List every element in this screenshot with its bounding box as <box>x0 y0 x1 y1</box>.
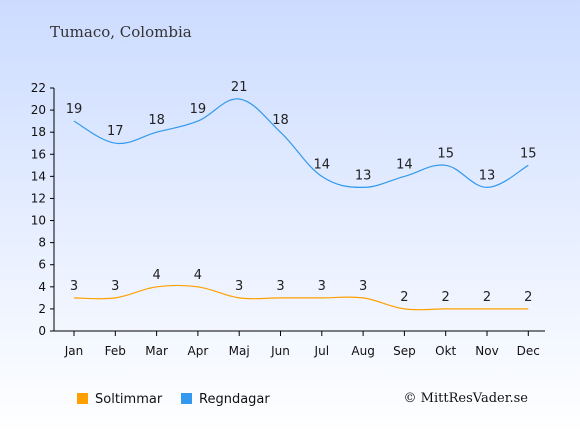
data-label: 17 <box>107 124 124 139</box>
legend-label-regndagar: Regndagar <box>199 392 270 407</box>
legend-swatch-regndagar <box>181 393 192 404</box>
x-tick-label: Apr <box>188 344 209 358</box>
data-label: 3 <box>276 279 284 294</box>
data-label: 2 <box>400 290 408 305</box>
data-label: 2 <box>483 290 491 305</box>
data-label: 15 <box>520 146 537 161</box>
data-labels: 3 3 4 4 3 3 3 3 2 2 2 2 19 17 18 19 21 18 14 13 14 15 13 15 <box>66 80 537 305</box>
data-label: 3 <box>111 279 119 294</box>
legend-swatch-soltimmar <box>77 393 88 404</box>
y-tick-label: 18 <box>31 125 46 139</box>
data-label: 18 <box>272 113 289 128</box>
x-tick-label: Nov <box>475 344 498 358</box>
y-tick-label: 14 <box>31 169 46 183</box>
data-label: 13 <box>479 168 496 183</box>
series-line-regndagar <box>73 98 529 189</box>
data-label: 3 <box>318 279 326 294</box>
y-tick-label: 10 <box>31 214 46 228</box>
data-label: 4 <box>152 268 160 283</box>
x-tick-label: Maj <box>229 344 250 358</box>
series-layer <box>73 98 529 311</box>
data-label: 3 <box>70 279 78 294</box>
data-label: 4 <box>194 268 202 283</box>
y-tick-label: 2 <box>38 302 46 316</box>
data-label: 19 <box>190 102 207 117</box>
legend-label-soltimmar: Soltimmar <box>95 392 163 407</box>
data-label: 3 <box>235 279 243 294</box>
series-line-soltimmar <box>73 284 529 311</box>
credit: © MittResVader.se <box>404 391 529 406</box>
data-label: 3 <box>359 279 367 294</box>
x-tick-label: Feb <box>105 344 126 358</box>
x-tick-label: Aug <box>351 344 374 358</box>
data-label: 15 <box>437 146 454 161</box>
y-tick-label: 6 <box>38 258 46 272</box>
x-tick-label: Mar <box>145 344 168 358</box>
y-tick-label: 4 <box>38 280 46 294</box>
data-label: 19 <box>66 102 83 117</box>
data-label: 2 <box>524 290 532 305</box>
data-label: 21 <box>231 80 248 95</box>
y-tick-label: 8 <box>38 236 46 250</box>
x-ticks: Jan Feb Mar Apr Maj Jun Jul Aug Sep Okt Nov Dec <box>64 331 540 358</box>
y-tick-label: 22 <box>31 81 46 95</box>
x-tick-label: Okt <box>435 344 456 358</box>
data-label: 18 <box>148 113 165 128</box>
data-label: 14 <box>396 157 413 172</box>
y-tick-label: 16 <box>31 147 46 161</box>
data-label: 2 <box>442 290 450 305</box>
y-tick-label: 0 <box>38 324 46 338</box>
x-tick-label: Jul <box>314 344 329 358</box>
y-tick-label: 12 <box>31 191 46 205</box>
legend: Soltimmar Regndagar <box>77 392 270 407</box>
x-tick-label: Dec <box>517 344 540 358</box>
chart-title: Tumaco, Colombia <box>50 23 192 41</box>
y-tick-label: 20 <box>31 103 46 117</box>
y-ticks: 0 2 4 6 8 10 12 14 16 18 20 22 <box>31 81 54 338</box>
x-tick-label: Jan <box>64 344 84 358</box>
x-tick-label: Sep <box>393 344 416 358</box>
x-tick-label: Jun <box>270 344 290 358</box>
data-label: 13 <box>355 168 372 183</box>
data-label: 14 <box>314 157 331 172</box>
